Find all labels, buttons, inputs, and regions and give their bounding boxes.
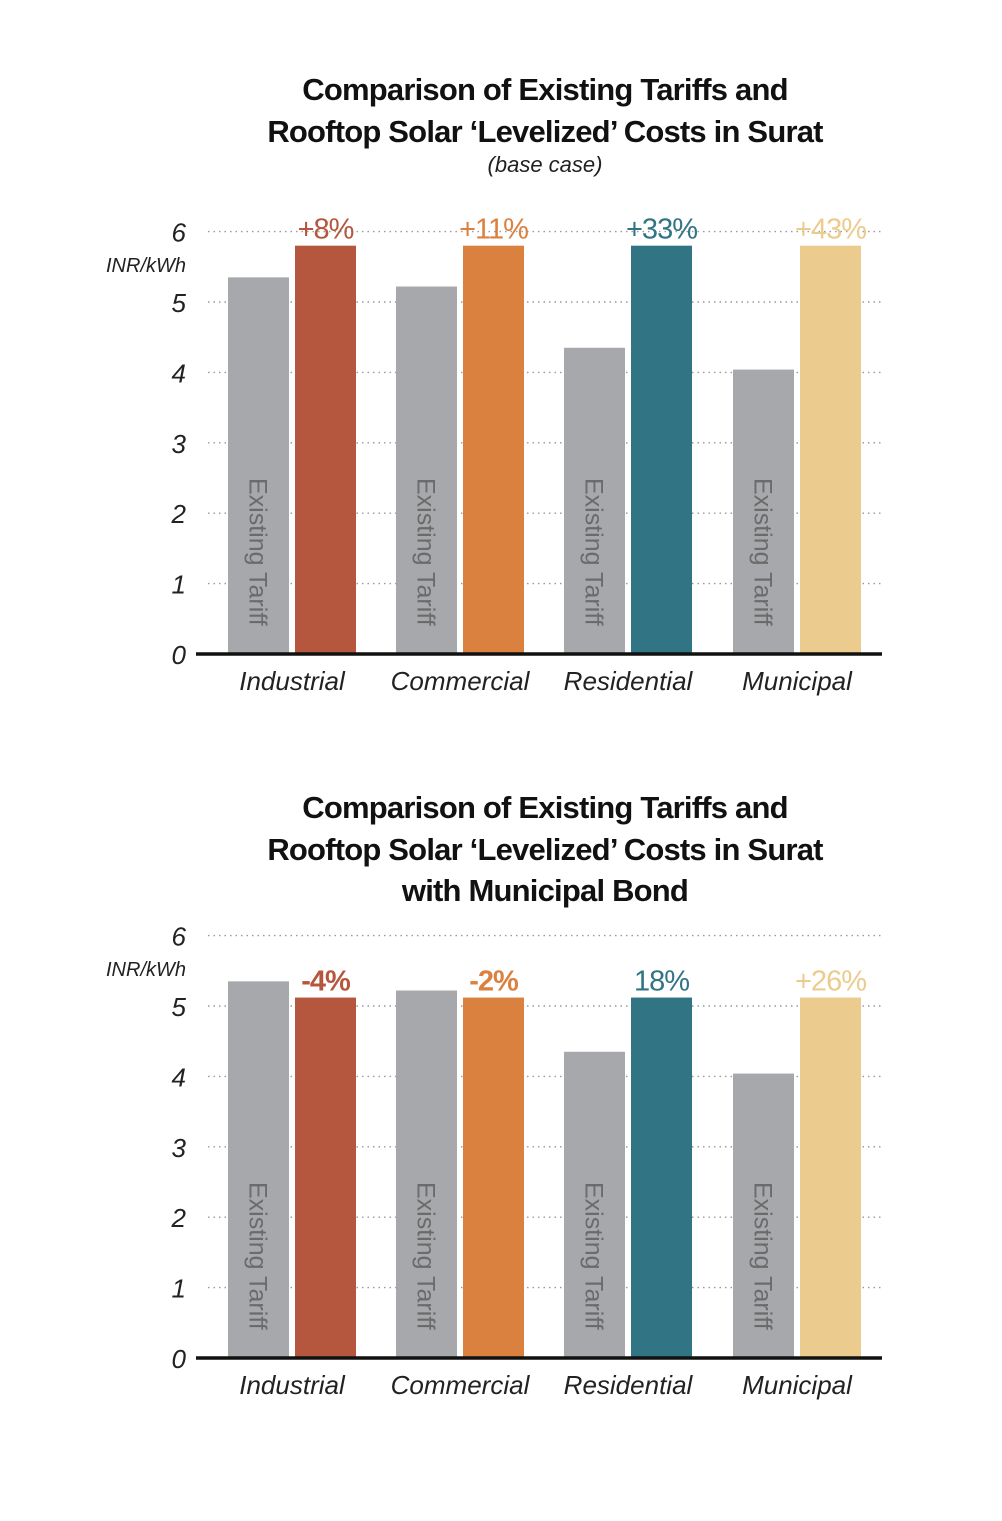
bar-solar-cost <box>631 997 692 1358</box>
y-tick-label: 5 <box>172 288 187 318</box>
bar-existing-tariff <box>396 286 457 654</box>
x-category-label: Residential <box>564 1370 694 1400</box>
bar-existing-tariff <box>733 369 794 654</box>
bar-existing-tariff <box>564 1051 625 1358</box>
bar-percent-label: 18% <box>634 966 689 998</box>
bar-series-label: Existing Tariff <box>244 478 272 626</box>
bar-percent-label: +26% <box>795 966 866 998</box>
y-axis-unit-label: INR/kWh <box>106 255 186 277</box>
x-category-label: Commercial <box>391 1370 531 1400</box>
x-category-label: Industrial <box>239 666 346 696</box>
bar-percent-label: -2% <box>469 966 519 998</box>
chart-municipal-bond: Comparison of Existing Tariffs and Roofto… <box>106 790 882 1400</box>
chart-title-line: Comparison of Existing Tariffs and <box>302 72 788 107</box>
bar-solar-cost <box>463 245 524 654</box>
x-category-label: Municipal <box>742 666 853 696</box>
bar-percent-label: +33% <box>626 214 697 246</box>
bar-series-label: Existing Tariff <box>749 1182 777 1330</box>
x-category-label: Municipal <box>742 1370 853 1400</box>
bar-solar-cost <box>295 245 356 654</box>
bar-series-label: Existing Tariff <box>412 1182 440 1330</box>
bar-series-label: Existing Tariff <box>580 1182 608 1330</box>
bar-existing-tariff <box>228 277 289 654</box>
bar-solar-cost <box>800 245 861 654</box>
bar-existing-tariff <box>228 981 289 1358</box>
y-tick-label: 3 <box>172 1133 187 1163</box>
chart-title-line: Rooftop Solar ‘Levelized’ Costs in Surat <box>267 832 823 867</box>
bar-existing-tariff <box>396 990 457 1358</box>
y-tick-label: 3 <box>172 429 187 459</box>
bar-percent-label: +43% <box>795 214 866 246</box>
y-tick-label: 5 <box>172 992 187 1022</box>
y-tick-label: 4 <box>172 358 186 388</box>
chart-base-case: Comparison of Existing Tariffs and Roofto… <box>106 72 882 696</box>
x-category-label: Commercial <box>391 666 531 696</box>
y-tick-label: 1 <box>172 1274 186 1304</box>
bar-solar-cost <box>463 997 524 1358</box>
chart-title-line: with Municipal Bond <box>401 873 688 908</box>
y-tick-label: 0 <box>172 640 187 670</box>
bar-percent-label: +8% <box>298 214 354 246</box>
bar-solar-cost <box>295 997 356 1358</box>
bar-existing-tariff <box>564 347 625 654</box>
x-category-label: Industrial <box>239 1370 346 1400</box>
bar-series-label: Existing Tariff <box>244 1182 272 1330</box>
bar-series-label: Existing Tariff <box>580 478 608 626</box>
x-category-label: Residential <box>564 666 694 696</box>
bar-series-label: Existing Tariff <box>412 478 440 626</box>
y-tick-label: 2 <box>171 499 187 529</box>
y-tick-label: 0 <box>172 1344 187 1374</box>
bar-solar-cost <box>800 997 861 1358</box>
y-axis-unit-label: INR/kWh <box>106 959 186 981</box>
bar-existing-tariff <box>733 1073 794 1358</box>
y-tick-label: 6 <box>172 218 187 248</box>
y-tick-label: 4 <box>172 1062 186 1092</box>
y-tick-label: 1 <box>172 570 186 600</box>
bar-percent-label: -4% <box>301 966 351 998</box>
chart-subtitle: (base case) <box>488 152 603 177</box>
chart-title-line: Rooftop Solar ‘Levelized’ Costs in Surat <box>267 114 823 149</box>
bar-series-label: Existing Tariff <box>749 478 777 626</box>
chart-title-line: Comparison of Existing Tariffs and <box>302 790 788 825</box>
y-tick-label: 6 <box>172 922 187 952</box>
bar-solar-cost <box>631 245 692 654</box>
y-tick-label: 2 <box>171 1203 187 1233</box>
bar-percent-label: +11% <box>459 214 528 246</box>
